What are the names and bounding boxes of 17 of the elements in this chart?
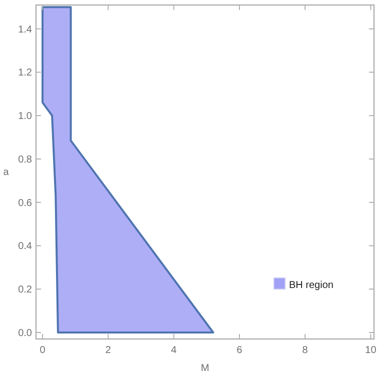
x-tick-label: 6: [236, 345, 243, 356]
x-axis-title: M: [200, 363, 210, 374]
y-tick-label: 0.2: [18, 284, 32, 296]
y-axis-title: a: [3, 167, 10, 178]
y-tick-label: 0.8: [18, 154, 32, 166]
x-tick-label: 0: [40, 345, 46, 356]
x-tick-label: 10: [365, 345, 377, 356]
y-tick-label: 0.6: [18, 198, 32, 209]
y-tick-label: 0.4: [18, 241, 32, 252]
y-tick-label: 0.0: [18, 328, 32, 339]
y-tick-label: 1.4: [18, 24, 32, 36]
y-tick-label: 1.0: [18, 111, 32, 122]
x-tick-label: 4: [171, 345, 178, 356]
legend-label: BH region: [289, 280, 334, 291]
y-tick-label: 1.2: [18, 68, 32, 79]
x-tick-label: 8: [302, 345, 308, 356]
x-tick-label: 2: [105, 345, 112, 356]
